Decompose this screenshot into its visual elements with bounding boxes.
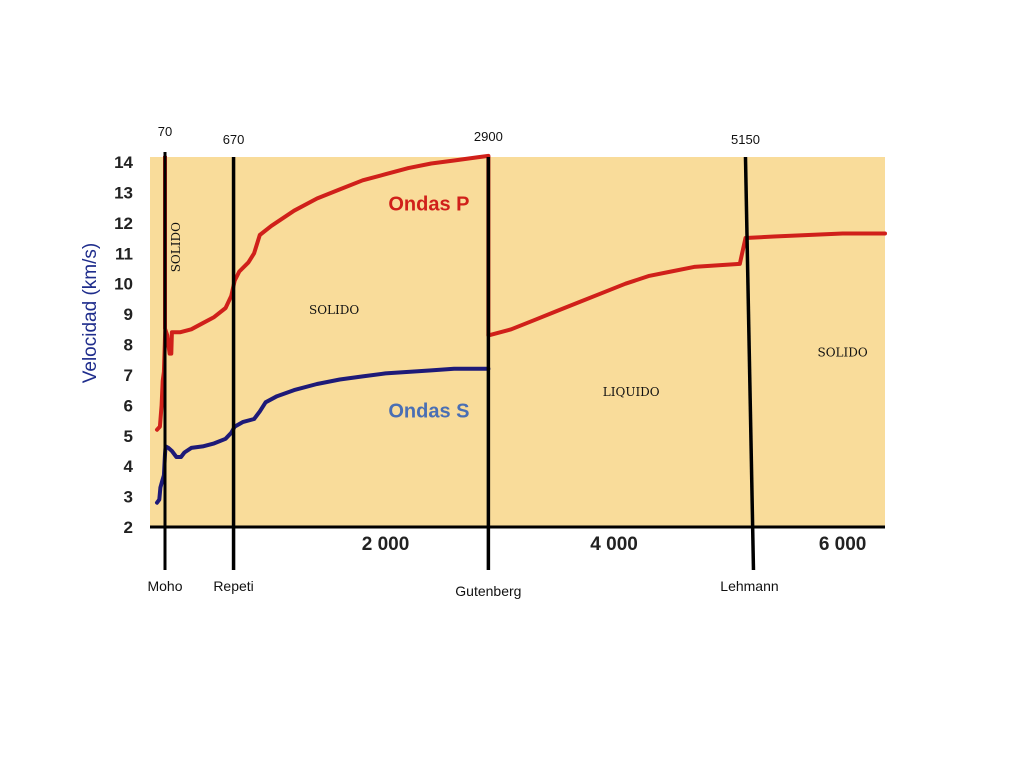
x-tick-label: 6 000: [819, 534, 867, 555]
discontinuity-name: Lehmann: [720, 578, 778, 594]
y-tick-label: 13: [114, 183, 133, 202]
depth-label: 5150: [731, 132, 760, 147]
series-label: Ondas P: [388, 194, 469, 216]
series-label: Ondas S: [388, 401, 469, 423]
y-axis-label: Velocidad (km/s): [80, 243, 101, 383]
y-tick-label: 3: [124, 488, 133, 507]
discontinuity-name: Gutenberg: [455, 583, 521, 599]
discontinuity-lines: [163, 152, 756, 571]
region-label: LIQUIDO: [603, 385, 660, 399]
region-label: SOLIDO: [817, 346, 867, 360]
y-tick-label: 6: [124, 396, 133, 415]
depth-label: 2900: [474, 129, 503, 144]
discontinuity-name: Moho: [147, 578, 182, 594]
y-tick-label: 5: [124, 427, 133, 446]
x-tick-label: 4 000: [590, 534, 638, 555]
y-tick-label: 4: [124, 457, 134, 476]
axes: 2 3 4 5 6 7 8 9 10 11 12 13 14 2 000 4 000 6 000 Velocid…: [80, 153, 885, 555]
x-tick-label: 2 000: [362, 534, 410, 555]
y-tick-label: 14: [114, 153, 133, 172]
discontinuity-line: [743, 156, 756, 571]
region-label: SOLIDO: [309, 303, 359, 317]
depth-label: 70: [158, 124, 172, 139]
y-tick-label: 8: [124, 336, 133, 355]
y-tick-label: 7: [124, 366, 133, 385]
y-tick-label: 9: [124, 305, 133, 324]
y-tick-label: 10: [114, 275, 133, 294]
chart-text: Ondas P Ondas S 70 Moho 670 Repeti 2900 Gutenbe…: [147, 124, 867, 599]
y-tick-label: 2: [124, 518, 133, 537]
y-tick-label: 11: [115, 244, 133, 263]
region-label: SOLIDO: [169, 222, 183, 272]
discontinuity-name: Repeti: [213, 578, 253, 594]
y-tick-label: 12: [114, 214, 133, 233]
depth-label: 670: [223, 132, 245, 147]
plot-background: [150, 157, 885, 527]
series-line-p: [486, 231, 887, 338]
